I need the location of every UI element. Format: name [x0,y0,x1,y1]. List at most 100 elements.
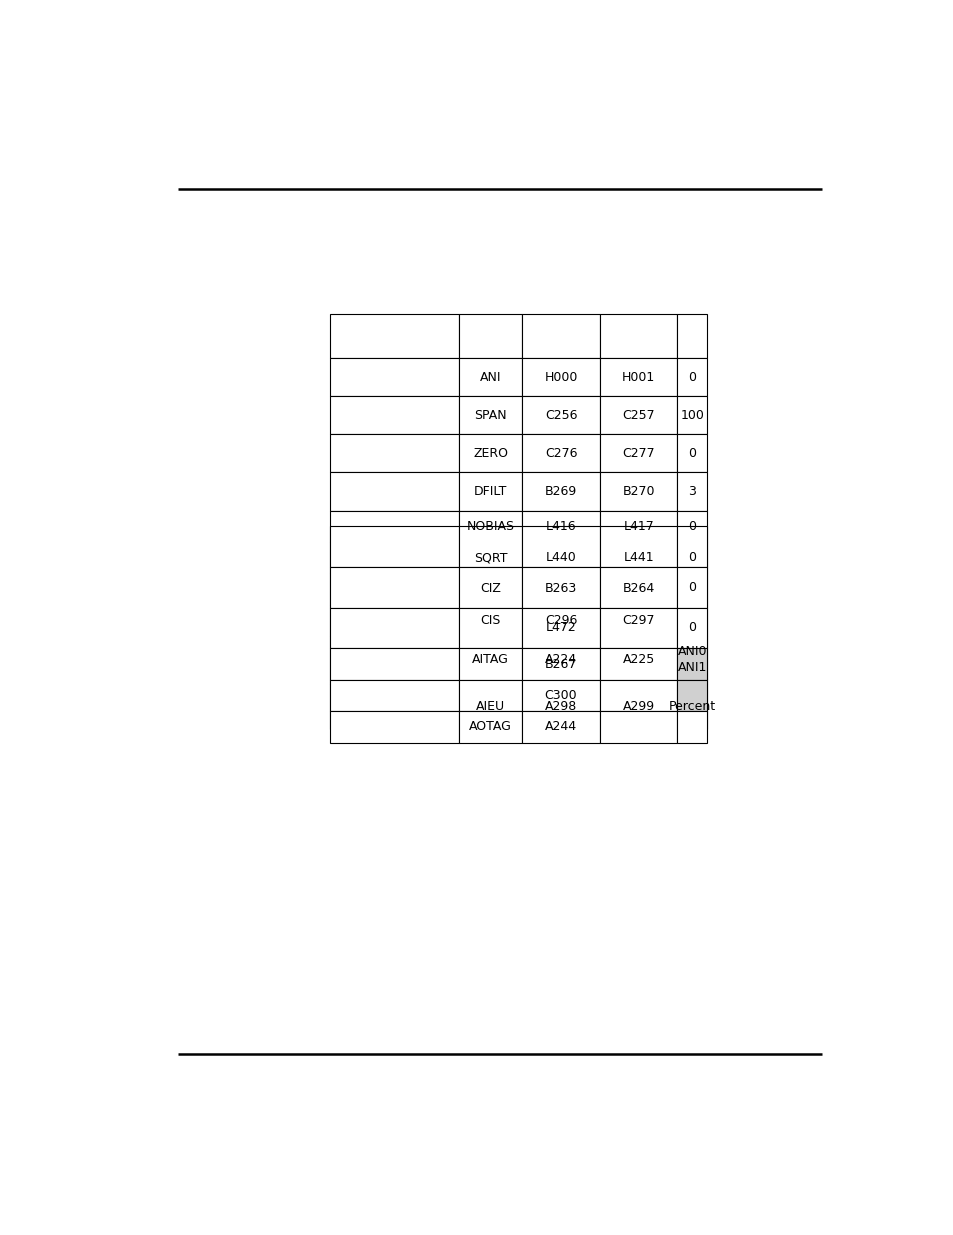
Bar [330,684,459,729]
Text: B264: B264 [622,583,654,595]
Bar [521,542,599,573]
Bar [677,605,706,636]
Text: 3: 3 [687,485,696,498]
Bar [330,510,459,542]
Text: L472: L472 [545,621,576,635]
Bar [459,711,521,742]
Bar [330,608,459,648]
Text: DFILT: DFILT [474,485,507,498]
Text: L416: L416 [545,520,576,532]
Text: SQRT: SQRT [474,551,507,564]
Bar [330,573,459,605]
Text: C300: C300 [544,689,577,701]
Text: C296: C296 [544,614,577,627]
Bar [599,396,677,435]
Text: CIZ: CIZ [479,583,500,595]
Text: B269: B269 [544,485,577,498]
Text: L441: L441 [622,551,653,564]
Bar [677,567,706,608]
Bar [521,636,599,684]
Bar [599,573,677,605]
Bar [599,684,677,729]
Bar [459,435,521,473]
Bar [521,573,599,605]
Bar [677,711,706,742]
Bar [330,679,459,711]
Text: A298: A298 [544,700,577,713]
Bar [330,396,459,435]
Text: H001: H001 [621,370,655,384]
Text: Percent: Percent [668,700,715,713]
Text: 100: 100 [679,409,703,422]
Text: AOTAG: AOTAG [469,720,512,734]
Bar [599,358,677,396]
Bar [330,648,459,679]
Text: L417: L417 [622,520,654,532]
Bar [599,608,677,648]
Text: ZERO: ZERO [473,447,508,459]
Text: 0: 0 [687,551,696,564]
Bar [330,526,459,567]
Text: 0: 0 [687,520,696,532]
Bar [459,605,521,636]
Bar [599,526,677,567]
Bar [459,684,521,729]
Bar [599,711,677,742]
Text: 0: 0 [687,447,696,459]
Bar [677,648,706,679]
Bar [459,526,521,567]
Bar [677,636,706,684]
Bar [677,542,706,573]
Text: AIEU: AIEU [476,700,505,713]
Text: C276: C276 [544,447,577,459]
Bar [330,358,459,396]
Bar [521,473,599,510]
Text: C277: C277 [621,447,655,459]
Bar [677,526,706,567]
Text: L440: L440 [545,551,576,564]
Text: B267: B267 [544,657,577,671]
Text: H000: H000 [544,370,578,384]
Bar [459,396,521,435]
Text: ANI0
ANI1: ANI0 ANI1 [677,646,706,674]
Bar [521,510,599,542]
Text: C297: C297 [621,614,654,627]
Bar [677,473,706,510]
Bar [459,510,521,542]
Bar [521,679,599,711]
Bar [599,636,677,684]
Bar [521,605,599,636]
Text: SPAN: SPAN [474,409,507,422]
Bar [330,636,459,684]
Bar [521,396,599,435]
Text: C256: C256 [544,409,577,422]
Bar [677,358,706,396]
Bar [330,435,459,473]
Bar [459,573,521,605]
Bar [459,608,521,648]
Text: A225: A225 [622,653,654,667]
Bar [521,711,599,742]
Text: 0: 0 [687,580,696,594]
Text: B270: B270 [621,485,654,498]
Text: A244: A244 [544,720,577,734]
Bar [599,314,677,358]
Bar [330,605,459,636]
Bar [459,358,521,396]
Text: 0: 0 [687,370,696,384]
Text: B263: B263 [544,583,577,595]
Bar [677,573,706,605]
Bar [521,648,599,679]
Bar [459,314,521,358]
Bar [330,542,459,573]
Text: CIS: CIS [480,614,500,627]
Bar [677,435,706,473]
Bar [459,542,521,573]
Bar [521,526,599,567]
Text: AITAG: AITAG [472,653,509,667]
Bar [599,473,677,510]
Bar [330,711,459,742]
Text: ANI: ANI [479,370,501,384]
Bar [459,473,521,510]
Bar [459,567,521,608]
